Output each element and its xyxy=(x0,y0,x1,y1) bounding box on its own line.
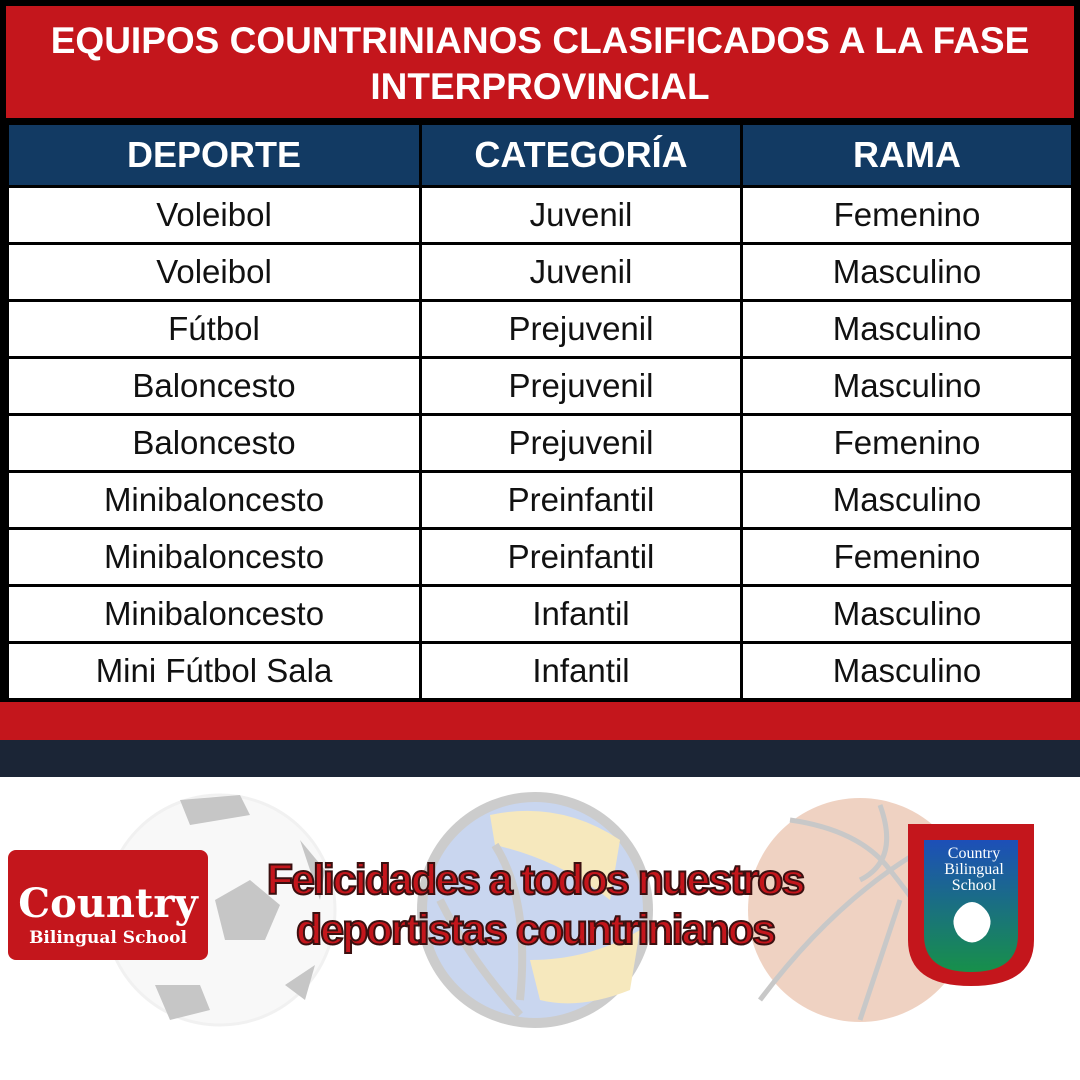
page-title: EQUIPOS COUNTRINIANOS CLASIFICADOS A LA … xyxy=(6,6,1074,118)
table-row: Minibaloncesto Infantil Masculino xyxy=(9,587,1071,641)
logo-subtext: Bilingual School xyxy=(29,928,187,948)
congratulations-message: Felicidades a todos nuestros deportistas… xyxy=(200,855,870,955)
shield-text-2: Bilingual xyxy=(944,861,1004,878)
school-shield-logo: Country Bilingual School xyxy=(908,824,1034,986)
table-header-row: DEPORTE CATEGORÍA RAMA xyxy=(9,125,1071,185)
cell-deporte: Voleibol xyxy=(9,245,419,299)
cell-rama: Masculino xyxy=(743,302,1071,356)
cell-rama: Femenino xyxy=(743,530,1071,584)
cell-categoria: Prejuvenil xyxy=(422,359,740,413)
cell-categoria: Prejuvenil xyxy=(422,416,740,470)
cell-rama: Femenino xyxy=(743,188,1071,242)
cell-deporte: Minibaloncesto xyxy=(9,473,419,527)
teams-table: DEPORTE CATEGORÍA RAMA Voleibol Juvenil Fe… xyxy=(6,122,1074,701)
table-row: Baloncesto Prejuvenil Femenino xyxy=(9,416,1071,470)
cell-deporte: Minibaloncesto xyxy=(9,587,419,641)
cell-rama: Femenino xyxy=(743,416,1071,470)
cell-categoria: Preinfantil xyxy=(422,530,740,584)
cell-rama: Masculino xyxy=(743,644,1071,698)
cell-categoria: Juvenil xyxy=(422,188,740,242)
cell-deporte: Voleibol xyxy=(9,188,419,242)
header-categoria: CATEGORÍA xyxy=(422,125,740,185)
red-band xyxy=(0,702,1080,740)
shield-text-3: School xyxy=(951,877,997,894)
cell-rama: Masculino xyxy=(743,359,1071,413)
table-row: Mini Fútbol Sala Infantil Masculino xyxy=(9,644,1071,698)
cell-rama: Masculino xyxy=(743,587,1071,641)
volleyball-icon xyxy=(417,792,653,1028)
table-row: Voleibol Juvenil Femenino xyxy=(9,188,1071,242)
cell-deporte: Minibaloncesto xyxy=(9,530,419,584)
logo-text: Country xyxy=(18,880,198,927)
cell-rama: Masculino xyxy=(743,473,1071,527)
header-deporte: DEPORTE xyxy=(9,125,419,185)
cell-deporte: Baloncesto xyxy=(9,359,419,413)
slogan-line-1: Felicidades a todos nuestros xyxy=(266,855,807,905)
cell-categoria: Infantil xyxy=(422,587,740,641)
cell-categoria: Prejuvenil xyxy=(422,302,740,356)
cell-categoria: Infantil xyxy=(422,644,740,698)
table-row: Fútbol Prejuvenil Masculino xyxy=(9,302,1071,356)
table-row: Baloncesto Prejuvenil Masculino xyxy=(9,359,1071,413)
cell-categoria: Preinfantil xyxy=(422,473,740,527)
header-rama: RAMA xyxy=(743,125,1071,185)
table-row: Voleibol Juvenil Masculino xyxy=(9,245,1071,299)
cell-deporte: Fútbol xyxy=(9,302,419,356)
cell-deporte: Mini Fútbol Sala xyxy=(9,644,419,698)
cell-deporte: Baloncesto xyxy=(9,416,419,470)
shield-logo-icon xyxy=(908,824,1034,986)
navy-band xyxy=(0,740,1080,777)
shield-text-1: Country xyxy=(947,845,1001,862)
slogan-line-2: deportistas countrinianos xyxy=(295,905,777,955)
cell-rama: Masculino xyxy=(743,245,1071,299)
cell-categoria: Juvenil xyxy=(422,245,740,299)
school-logo: Country Bilingual School xyxy=(8,850,208,960)
table-row: Minibaloncesto Preinfantil Masculino xyxy=(9,473,1071,527)
table-row: Minibaloncesto Preinfantil Femenino xyxy=(9,530,1071,584)
